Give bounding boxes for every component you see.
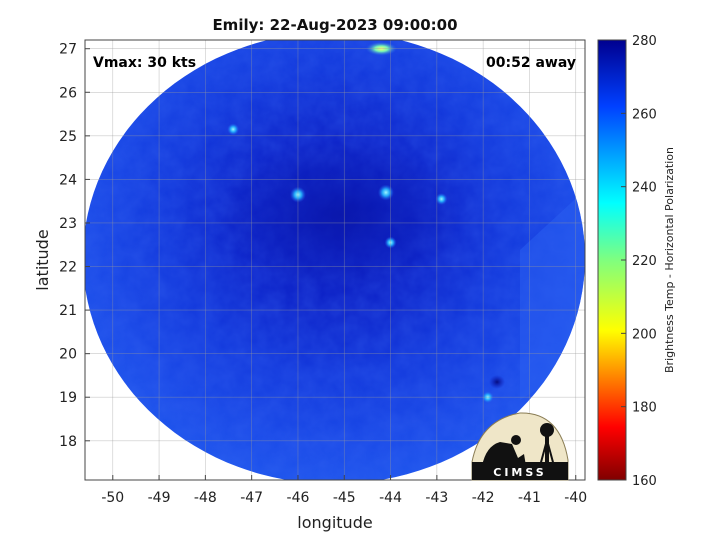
x-tick-label: -44 [379, 490, 402, 506]
y-tick-label: 23 [59, 216, 77, 232]
x-tick-label: -46 [287, 490, 310, 506]
cold-spot [489, 374, 506, 389]
x-tick-label: -50 [101, 490, 124, 506]
warm-spot [227, 123, 240, 136]
x-tick-label: -47 [240, 490, 263, 506]
x-tick-label: -43 [425, 490, 448, 506]
x-tick-label: -42 [472, 490, 495, 506]
storm-core [220, 140, 460, 290]
logo-dish-small [511, 435, 521, 445]
plot-frame [84, 39, 586, 481]
y-tick-label: 24 [59, 172, 77, 188]
colorbar-tick-label: 260 [632, 107, 657, 122]
colorbar-tick-label: 220 [632, 254, 657, 269]
colorbar-tick-label: 160 [632, 474, 657, 489]
x-axis-label: longitude [297, 513, 372, 532]
x-tick-label: -41 [518, 490, 541, 506]
colorbar: 160 180 200 220 240 260 280 Brightness Temp - … [597, 34, 676, 489]
colorbar-label: Brightness Temp - Horizontal Polarizatio… [663, 147, 676, 373]
y-tick-label: 21 [59, 303, 77, 319]
vmax-label: Vmax: 30 kts [93, 55, 196, 71]
colorbar-tick-label: 240 [632, 181, 657, 196]
y-tick-label: 19 [59, 390, 77, 406]
colorbar-ticks: 160 180 200 220 240 260 280 [621, 34, 657, 489]
cimss-logo: CIMSS [471, 412, 569, 481]
y-tick-label: 27 [59, 42, 77, 58]
logo-band [472, 462, 568, 480]
colorbar-tick-label: 200 [632, 327, 657, 342]
x-axis-ticks: -50 -49 -48 -47 -46 -45 -44 -43 -42 -41 -40 [101, 475, 587, 506]
y-tick-label: 18 [59, 434, 77, 450]
logo-text: CIMSS [493, 466, 546, 479]
y-tick-label: 20 [59, 347, 77, 363]
map-title: Emily: 22-Aug-2023 09:00:00 [212, 16, 457, 34]
x-tick-label: -48 [194, 490, 217, 506]
y-tick-label: 22 [59, 260, 77, 276]
swath-layer [85, 40, 585, 480]
y-tick-label: 26 [59, 85, 77, 101]
colorbar-tick-label: 280 [632, 34, 657, 49]
logo-antenna-dish [482, 442, 526, 466]
y-tick-label: 25 [59, 129, 77, 145]
y-axis-label: latitude [33, 229, 52, 290]
y-axis-ticks: 18 19 20 21 22 23 24 25 26 27 [59, 42, 90, 450]
x-tick-label: -40 [564, 490, 587, 506]
map-plot: -50 -49 -48 -47 -46 -45 -44 -43 -42 -41 -40 18 19 20… [59, 39, 587, 506]
colorbar-tick-label: 180 [632, 401, 657, 416]
logo-tower [545, 436, 549, 466]
map-grid [85, 40, 585, 480]
warm-spot [435, 193, 448, 206]
warm-spot [377, 184, 394, 201]
x-tick-label: -45 [333, 490, 356, 506]
logo-water-tower [540, 423, 554, 437]
x-tick-label: -49 [148, 490, 171, 506]
time-away-label: 00:52 away [486, 55, 576, 71]
